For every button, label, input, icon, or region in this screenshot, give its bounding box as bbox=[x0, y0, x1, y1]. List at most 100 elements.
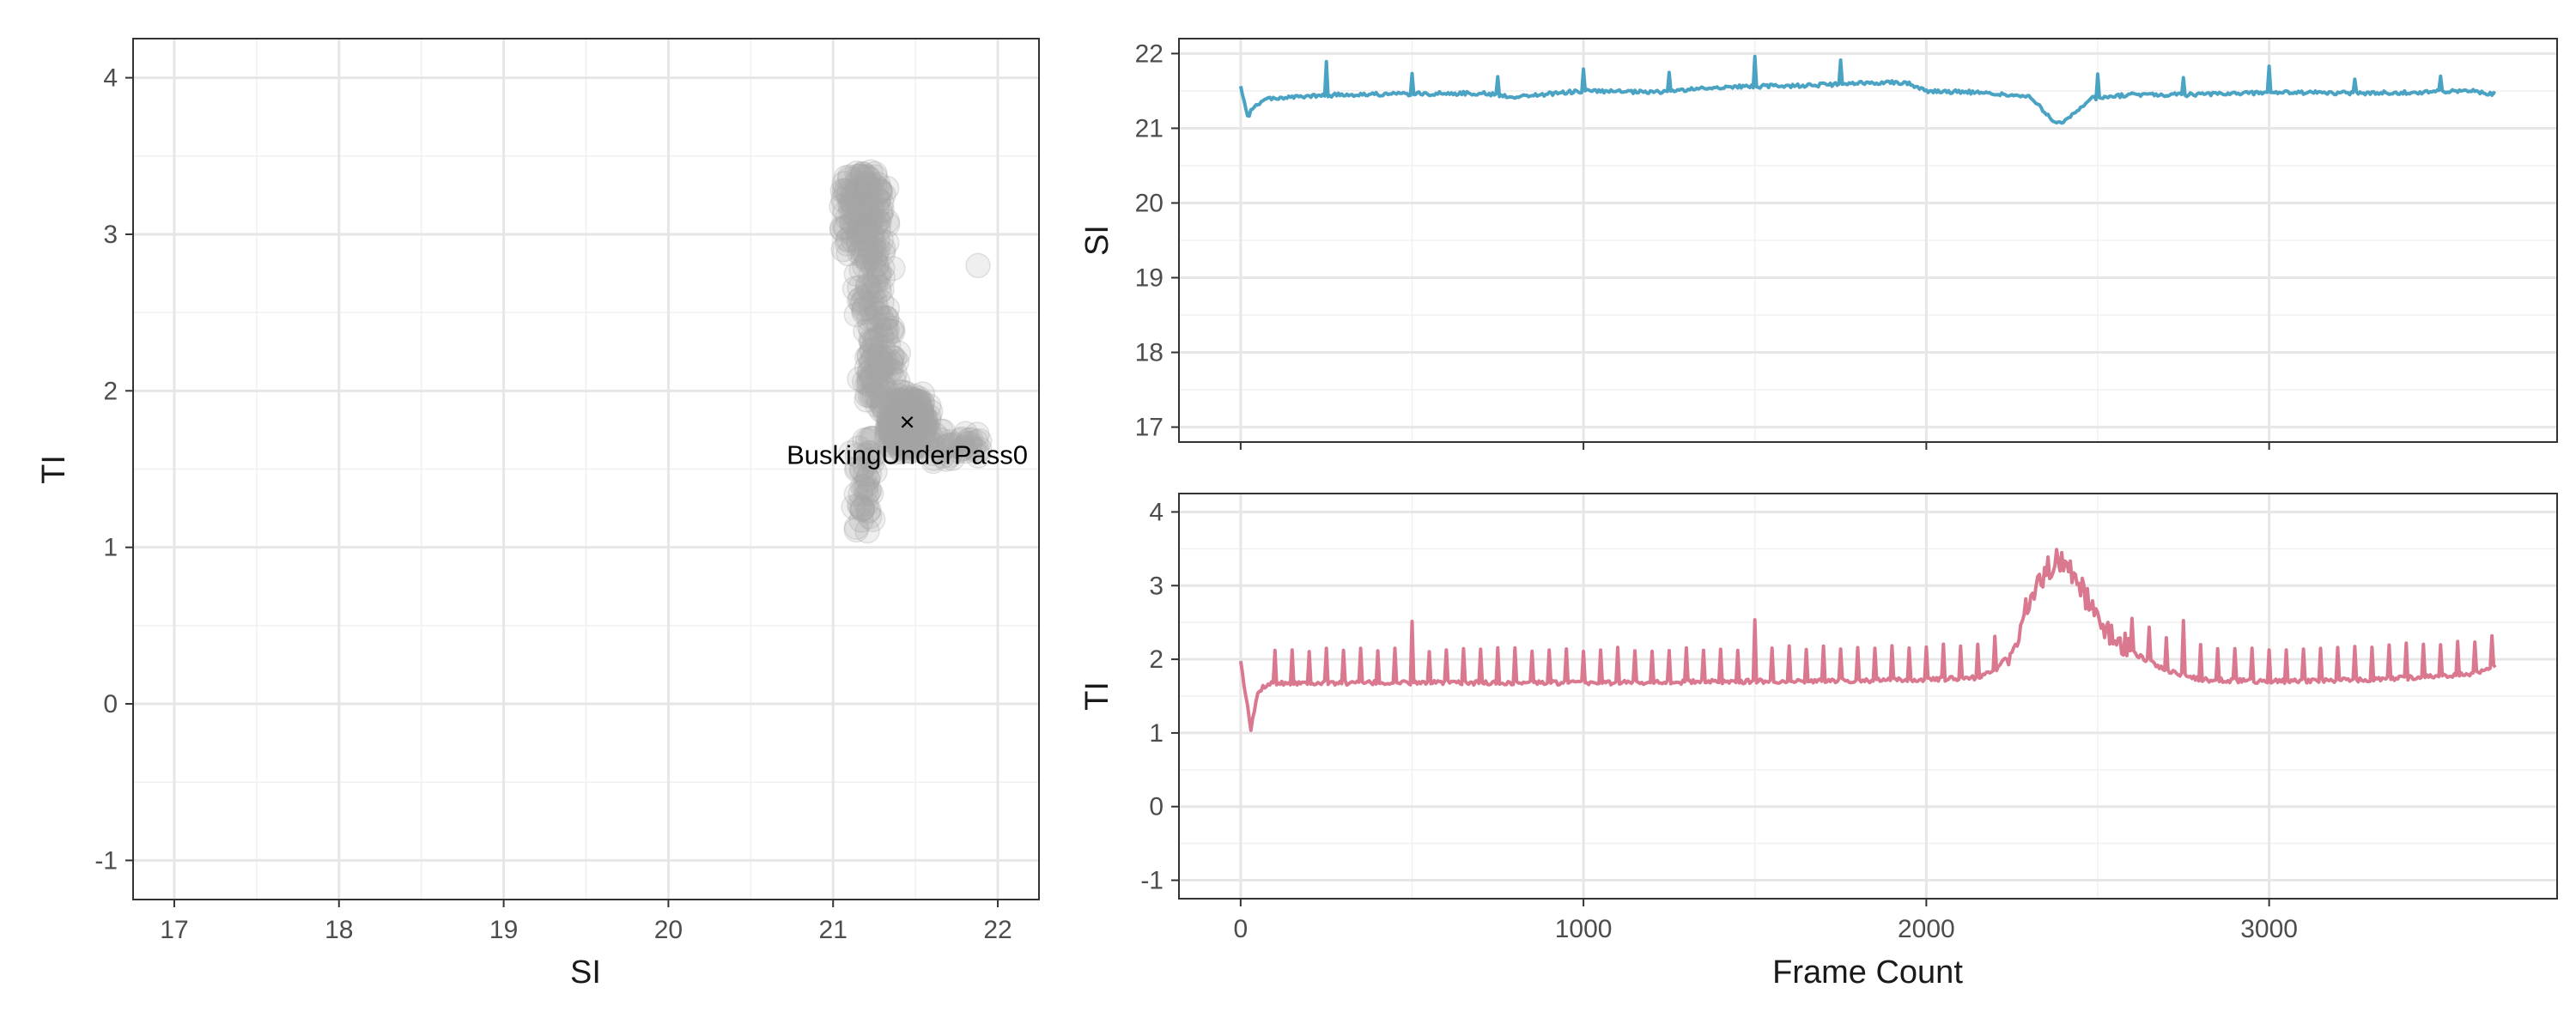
scatter-point bbox=[904, 430, 930, 457]
scatter-point bbox=[900, 423, 926, 449]
scatter-point bbox=[903, 419, 929, 445]
scatter-point bbox=[903, 409, 929, 435]
scatter-point bbox=[897, 418, 924, 444]
scatter-point bbox=[900, 409, 926, 436]
scatter-point bbox=[888, 432, 914, 457]
scatter-y-axis-title: TI bbox=[36, 455, 72, 484]
scatter-point bbox=[887, 401, 913, 427]
scatter-point bbox=[911, 411, 937, 438]
scatter-point bbox=[894, 397, 920, 422]
scatter-point bbox=[903, 402, 929, 427]
scatter-point bbox=[888, 416, 914, 443]
scatter-point bbox=[894, 409, 920, 436]
scatter-point bbox=[887, 409, 913, 435]
scatter-point bbox=[888, 419, 914, 445]
scatter-point bbox=[898, 403, 925, 428]
scatter-point bbox=[878, 403, 905, 430]
scatter-point bbox=[901, 403, 927, 430]
scatter-point bbox=[878, 409, 905, 436]
scatter-point bbox=[896, 401, 923, 427]
scatter-point bbox=[897, 439, 924, 464]
scatter-point bbox=[873, 427, 899, 453]
scatter-point bbox=[878, 407, 904, 433]
scatter-point bbox=[903, 418, 930, 445]
scatter-point bbox=[898, 395, 924, 421]
scatter-point bbox=[878, 412, 904, 439]
scatter-point bbox=[894, 400, 920, 426]
scatter-point bbox=[897, 407, 923, 433]
scatter-point bbox=[898, 415, 924, 440]
scatter-point bbox=[902, 409, 929, 436]
scatter-point bbox=[896, 410, 923, 437]
scatter-point bbox=[876, 417, 902, 444]
scatter-point bbox=[908, 411, 933, 437]
scatter-point bbox=[894, 411, 920, 437]
scatter-point bbox=[896, 400, 921, 426]
scatter-point bbox=[893, 415, 920, 441]
scatter-point bbox=[908, 413, 934, 439]
scatter-point bbox=[906, 415, 933, 440]
scatter-point bbox=[873, 305, 900, 331]
scatter-point bbox=[899, 412, 925, 438]
scatter-point bbox=[890, 407, 915, 433]
si-y-tick-label: 17 bbox=[1135, 414, 1163, 442]
scatter-point bbox=[892, 418, 918, 445]
scatter-point bbox=[886, 403, 913, 428]
scatter-point bbox=[891, 421, 918, 446]
scatter-point bbox=[904, 403, 931, 429]
scatter-point bbox=[885, 404, 911, 431]
scatter-point bbox=[874, 416, 900, 443]
scatter-point bbox=[903, 420, 930, 445]
scatter-point bbox=[876, 381, 902, 407]
scatter-point bbox=[893, 416, 920, 442]
scatter-point bbox=[890, 419, 916, 445]
scatter-point bbox=[888, 392, 914, 419]
scatter-point bbox=[888, 426, 914, 451]
scatter-point bbox=[849, 164, 875, 190]
scatter-point bbox=[908, 402, 933, 428]
scatter-point bbox=[902, 419, 928, 445]
scatter-point bbox=[896, 403, 922, 428]
scatter-point bbox=[894, 398, 920, 424]
scatter-point bbox=[892, 409, 918, 435]
scatter-point bbox=[897, 397, 923, 423]
scatter-point bbox=[884, 403, 910, 428]
scatter-point bbox=[888, 406, 914, 433]
scatter-point bbox=[884, 431, 909, 457]
scatter-point bbox=[898, 414, 925, 439]
scatter-point bbox=[902, 405, 927, 431]
scatter-point bbox=[878, 414, 905, 440]
scatter-point bbox=[893, 398, 920, 425]
scatter-point bbox=[891, 410, 918, 436]
scatter-point bbox=[909, 399, 935, 426]
scatter-point bbox=[879, 409, 905, 435]
scatter-point bbox=[902, 398, 927, 425]
scatter-point bbox=[895, 399, 920, 426]
scatter-point bbox=[886, 406, 912, 432]
scatter-point bbox=[895, 398, 921, 425]
scatter-point bbox=[887, 409, 914, 434]
scatter-point bbox=[884, 407, 910, 433]
scatter-point bbox=[896, 403, 923, 428]
scatter-point bbox=[845, 163, 872, 189]
scatter-point bbox=[884, 409, 911, 434]
scatter-point bbox=[884, 405, 910, 431]
scatter-point bbox=[896, 409, 922, 434]
scatter-point bbox=[893, 412, 919, 438]
scatter-point bbox=[889, 405, 915, 431]
scatter-point bbox=[862, 173, 888, 198]
scatter-point bbox=[877, 430, 903, 457]
scatter-point bbox=[896, 397, 922, 423]
scatter-point bbox=[888, 436, 914, 463]
scatter-point bbox=[887, 394, 913, 420]
scatter-point bbox=[898, 416, 924, 443]
scatter-point bbox=[895, 409, 920, 436]
scatter-point bbox=[900, 425, 927, 451]
scatter-point bbox=[900, 414, 927, 440]
scatter-point bbox=[884, 430, 911, 456]
scatter-point bbox=[898, 396, 925, 421]
scatter-point bbox=[880, 412, 907, 439]
scatter-point bbox=[888, 387, 914, 414]
scatter-point bbox=[896, 408, 922, 434]
scatter-point bbox=[903, 425, 929, 451]
